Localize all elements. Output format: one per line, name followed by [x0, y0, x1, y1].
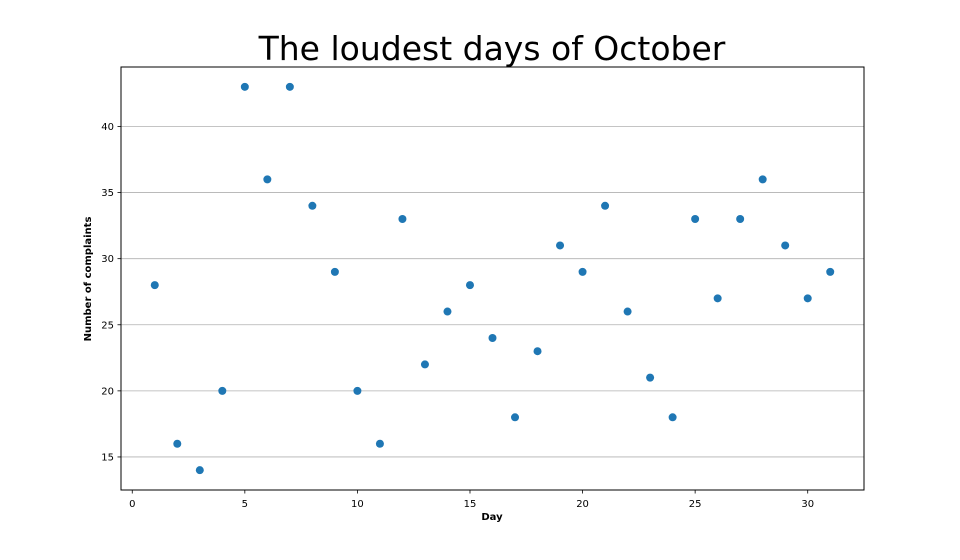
y-tick-label: 40: [101, 122, 114, 133]
data-point: [375, 439, 384, 448]
data-point: [330, 267, 339, 276]
y-tick-label: 20: [101, 386, 114, 397]
data-point: [826, 267, 835, 276]
data-point: [465, 281, 474, 290]
data-point: [578, 267, 587, 276]
data-point: [713, 294, 722, 303]
x-tick-label: 30: [801, 499, 814, 510]
data-point: [195, 466, 204, 475]
gridlines: [121, 126, 864, 458]
data-point: [736, 215, 745, 224]
data-point: [668, 413, 677, 422]
data-point: [758, 175, 767, 184]
data-point: [488, 333, 497, 342]
y-tick-label: 35: [101, 188, 114, 199]
data-point: [556, 241, 565, 250]
data-point: [691, 215, 700, 224]
data-point: [533, 347, 542, 356]
data-point: [263, 175, 272, 184]
y-tick-label: 25: [101, 320, 114, 331]
x-axis-label: Day: [481, 512, 503, 523]
x-tick-label: 10: [351, 499, 364, 510]
x-tick-label: 0: [129, 499, 135, 510]
plot-area-frame: [120, 66, 865, 491]
y-tick-label: 15: [101, 452, 114, 463]
x-tick-label: 20: [576, 499, 589, 510]
data-point: [803, 294, 812, 303]
data-point: [646, 373, 655, 382]
y-tick-label: 30: [101, 254, 114, 265]
data-point: [150, 281, 159, 290]
data-point: [623, 307, 632, 316]
data-point: [285, 82, 294, 91]
data-point: [511, 413, 520, 422]
x-tick-label: 5: [242, 499, 248, 510]
chart-title: The loudest days of October: [258, 29, 726, 68]
data-point: [240, 82, 249, 91]
data-point: [173, 439, 182, 448]
data-point: [781, 241, 790, 250]
axis-ticks: 15 20 25 30 35 40 0 5 10 15 20 25 30: [101, 122, 814, 510]
data-point: [353, 386, 362, 395]
x-tick-label: 25: [689, 499, 702, 510]
data-points: [150, 82, 835, 475]
data-point: [443, 307, 452, 316]
data-point: [601, 201, 610, 210]
x-tick-label: 15: [464, 499, 477, 510]
data-point: [308, 201, 317, 210]
data-point: [398, 215, 407, 224]
data-point: [420, 360, 429, 369]
data-point: [218, 386, 227, 395]
y-axis-label: Number of complaints: [83, 217, 94, 342]
